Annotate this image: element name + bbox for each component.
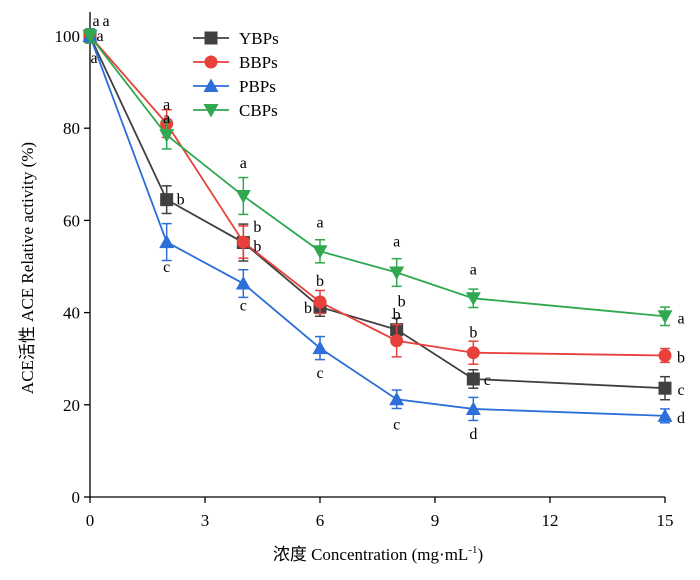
data-point	[235, 276, 251, 290]
x-axis-title-superscript: -1	[468, 544, 477, 556]
data-point	[159, 234, 175, 249]
x-axis-title: 浓度 Concentration (mg·mL-1)	[273, 544, 483, 564]
y-tick-label: 20	[63, 396, 80, 415]
x-tick-label: 3	[201, 511, 210, 530]
x-tick-label: 6	[316, 511, 325, 530]
data-point	[235, 189, 251, 204]
legend-item-ybps: YBPs	[193, 29, 279, 48]
significance-label: a	[677, 310, 684, 327]
significance-label: a	[163, 110, 170, 127]
data-point	[657, 310, 673, 324]
significance-label: b	[398, 294, 406, 311]
significance-label: a	[90, 50, 97, 67]
x-tick-label: 12	[542, 511, 559, 530]
significance-label: c	[240, 298, 247, 315]
data-point	[465, 292, 481, 306]
y-tick-label: 80	[63, 119, 80, 138]
data-point	[389, 266, 405, 280]
series-pbps	[82, 28, 673, 424]
x-axis-title-suffix: )	[477, 545, 483, 564]
significance-label: b	[316, 273, 324, 290]
y-tick-label: 60	[63, 211, 80, 230]
series-line	[89, 35, 666, 318]
data-point	[657, 408, 673, 422]
chart-legend: YBPs BBPs PBPs CBPs	[193, 29, 279, 120]
legend-label: BBPs	[239, 53, 278, 72]
y-tick-label: 0	[72, 488, 81, 507]
significance-label: a	[470, 261, 477, 278]
significance-label: a	[240, 155, 247, 172]
significance-label: a	[96, 28, 103, 45]
data-point	[390, 334, 404, 348]
data-point	[160, 193, 174, 207]
x-tick-label: 15	[657, 511, 674, 530]
significance-label: a	[393, 233, 400, 250]
legend-label: PBPs	[239, 77, 276, 96]
legend-item-cbps: CBPs	[193, 101, 278, 120]
data-point	[466, 372, 480, 386]
significance-label: b	[469, 325, 477, 342]
x-tick-label: 0	[86, 511, 95, 530]
legend-marker	[204, 31, 218, 45]
data-point	[312, 245, 328, 259]
legend-item-bbps: BBPs	[193, 53, 278, 72]
significance-label: c	[316, 365, 323, 382]
significance-label: a	[92, 13, 99, 30]
data-point	[389, 391, 405, 406]
data-point	[658, 348, 672, 362]
data-point	[658, 381, 672, 395]
significance-label: d	[677, 410, 685, 427]
legend-item-pbps: PBPs	[193, 77, 276, 96]
significance-label: c	[484, 372, 491, 389]
significance-label: a	[102, 13, 109, 30]
significance-label: a	[163, 97, 170, 114]
data-point	[236, 235, 250, 249]
x-tick-label: 9	[431, 511, 440, 530]
significance-label: c	[393, 416, 400, 433]
data-point	[466, 346, 480, 360]
legend-label: CBPs	[239, 101, 278, 120]
data-point	[159, 129, 175, 143]
legend-label: YBPs	[239, 29, 279, 48]
data-point	[465, 401, 481, 415]
chart-axes: 0 20 40 60 80 100 0 3 6 9 12 15	[55, 12, 674, 530]
significance-label: c	[163, 259, 170, 276]
y-axis-title: ACE活性 ACE Relative activity (%)	[18, 142, 37, 394]
significance-label: b	[253, 219, 261, 236]
significance-label: b	[677, 349, 685, 366]
series-line	[89, 35, 666, 417]
series-ybps	[83, 28, 672, 401]
y-tick-label: 40	[63, 304, 80, 323]
data-point	[313, 295, 327, 309]
data-point	[312, 340, 328, 355]
significance-label: c	[677, 382, 684, 399]
significance-label: a	[316, 214, 323, 231]
significance-label: b	[253, 239, 261, 256]
significance-label: b	[177, 192, 185, 209]
legend-marker	[203, 78, 219, 92]
chart-series	[82, 28, 673, 424]
data-point	[82, 30, 98, 44]
series-line	[89, 35, 666, 390]
significance-label: d	[469, 426, 477, 443]
series-cbps	[82, 28, 673, 327]
significance-label: b	[393, 307, 401, 324]
significance-label: b	[304, 300, 312, 317]
legend-marker	[203, 104, 219, 118]
legend-marker	[204, 55, 218, 69]
y-tick-label: 100	[55, 27, 81, 46]
